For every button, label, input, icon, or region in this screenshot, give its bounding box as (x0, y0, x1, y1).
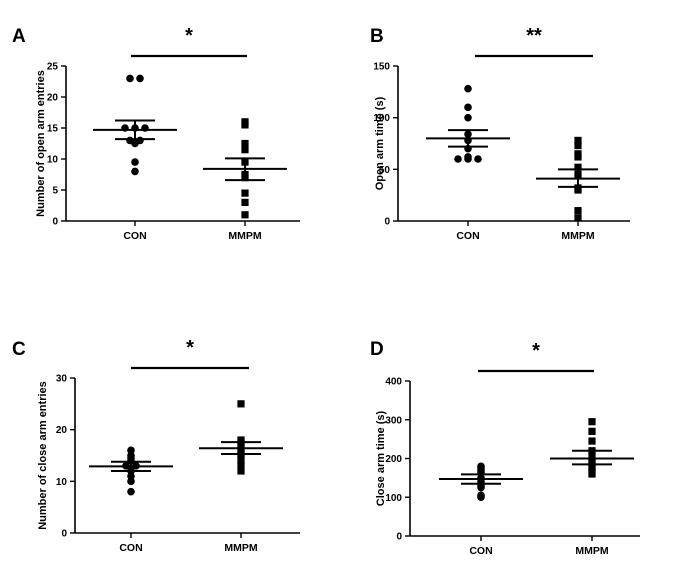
y-tick-label: 300 (385, 415, 402, 426)
data-point (464, 84, 472, 93)
data-point (241, 189, 249, 197)
significance-marker: * (532, 340, 540, 362)
data-point (237, 467, 245, 475)
data-point (574, 163, 582, 171)
data-point (127, 487, 135, 496)
category-label: CON (469, 545, 492, 557)
data-point (588, 470, 596, 478)
y-tick-label: 30 (56, 374, 68, 385)
data-point (237, 457, 245, 465)
category-label: CON (456, 230, 479, 242)
y-tick-label: 0 (61, 529, 67, 540)
data-point (588, 437, 596, 445)
data-point (131, 139, 139, 148)
y-tick-label: 50 (379, 165, 391, 176)
y-tick-label: 5 (52, 186, 58, 197)
panel-letter: B (370, 26, 384, 47)
data-point (237, 462, 245, 470)
data-point (588, 464, 596, 472)
data-point (454, 155, 462, 163)
data-point (136, 74, 144, 83)
y-tick-label: 100 (373, 113, 390, 124)
panel-A: A 0 5 10 15 20 25 CON MMPM Number of open arm ent… (12, 25, 300, 242)
y-axis-label: Number of open arm entries (35, 70, 47, 217)
data-point (131, 167, 139, 176)
data-point (126, 74, 134, 83)
y-axis-label: Close arm time (s) (375, 410, 387, 506)
data-point (477, 493, 485, 502)
y-tick-label: 10 (47, 155, 59, 166)
data-point (574, 136, 582, 144)
y-tick-label: 25 (47, 62, 59, 73)
data-point (241, 198, 249, 206)
category-label: CON (119, 542, 142, 554)
y-tick-label: 150 (373, 62, 390, 73)
y-tick-label: 100 (385, 493, 402, 504)
category-label: MMPM (224, 542, 257, 554)
y-tick-label: 0 (384, 217, 390, 228)
data-point (574, 207, 582, 215)
y-tick-label: 400 (385, 377, 402, 388)
significance-marker: ** (526, 25, 542, 47)
data-point (588, 418, 596, 426)
y-axis-label: Number of close arm entries (37, 381, 49, 530)
data-point (574, 141, 582, 150)
y-axis-label: Open arm time (s) (374, 96, 386, 190)
data-point (574, 186, 582, 194)
data-point (241, 146, 249, 154)
data-point (464, 113, 472, 122)
data-point (241, 139, 249, 148)
data-point (474, 155, 482, 163)
data-point (574, 153, 582, 161)
data-point (241, 121, 249, 129)
data-point (464, 103, 472, 112)
panel-letter: D (370, 339, 384, 360)
data-point (237, 400, 245, 408)
significance-marker: * (186, 337, 194, 359)
y-tick-label: 0 (396, 532, 402, 543)
category-label: CON (123, 230, 146, 242)
y-tick-label: 15 (47, 124, 59, 135)
category-label: MMPM (575, 545, 608, 557)
panel-D: D 0 100 200 300 400 CON MMPM Close arm time (s) * (370, 339, 640, 557)
data-point (477, 483, 485, 492)
data-point (464, 155, 472, 163)
y-tick-label: 200 (385, 454, 402, 465)
category-label: MMPM (228, 230, 261, 242)
data-point (131, 158, 139, 166)
y-tick-label: 20 (47, 93, 59, 104)
panel-letter: A (12, 26, 26, 47)
panel-letter: C (12, 339, 26, 360)
data-point (237, 451, 245, 460)
category-label: MMPM (561, 230, 594, 242)
panel-B: B 0 50 100 150 CON MMPM Open arm time (s) ** (370, 25, 630, 242)
y-tick-label: 0 (52, 217, 58, 228)
data-point (574, 214, 582, 222)
y-tick-label: 10 (56, 477, 68, 488)
panel-C: C 0 10 20 30 CON MMPM Number of close arm entri… (12, 337, 300, 554)
data-point (241, 211, 249, 219)
y-tick-label: 20 (56, 425, 68, 436)
data-point (127, 477, 135, 486)
data-point (588, 427, 596, 435)
significance-marker: * (185, 25, 193, 47)
